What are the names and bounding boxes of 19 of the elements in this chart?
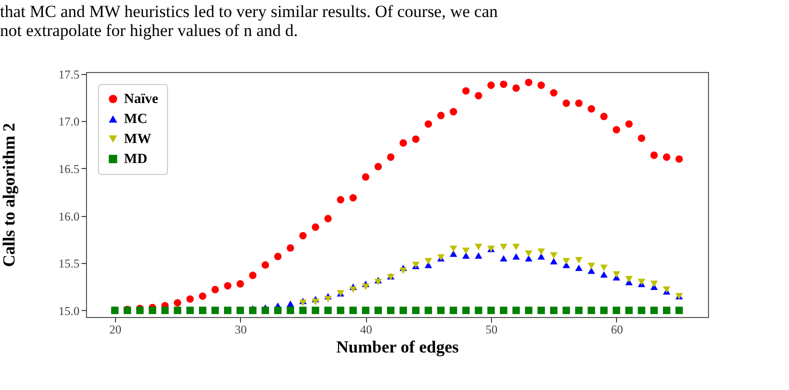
y-tick-label: 16.5 — [58, 162, 80, 176]
x-axis-title: Number of edges — [336, 338, 460, 356]
y-axis-title: Calls to algorithm 2 — [0, 122, 18, 268]
legend-label: MC — [124, 112, 148, 127]
x-tick-label: 50 — [486, 322, 498, 336]
legend-label: Naïve — [124, 92, 158, 107]
text: not extrapolate for higher values of n and d. — [0, 20, 298, 40]
legend-label: MD — [124, 152, 148, 167]
legend-label: MW — [124, 132, 152, 147]
x-tick-label: 60 — [610, 322, 623, 336]
x-tick-label: 20 — [109, 322, 122, 336]
x-tick-label: 40 — [360, 322, 372, 336]
text: that MC and MW heuristics led to very similar results. Of course, we can — [0, 2, 498, 21]
y-tick-label: 16.0 — [58, 209, 80, 224]
y-tick-label: 17.5 — [58, 67, 80, 82]
y-tick-label: 15.0 — [58, 304, 80, 318]
y-tick-label: 15.5 — [58, 256, 80, 271]
y-tick-label: 17.0 — [58, 114, 80, 129]
x-tick-label: 30 — [234, 322, 247, 336]
